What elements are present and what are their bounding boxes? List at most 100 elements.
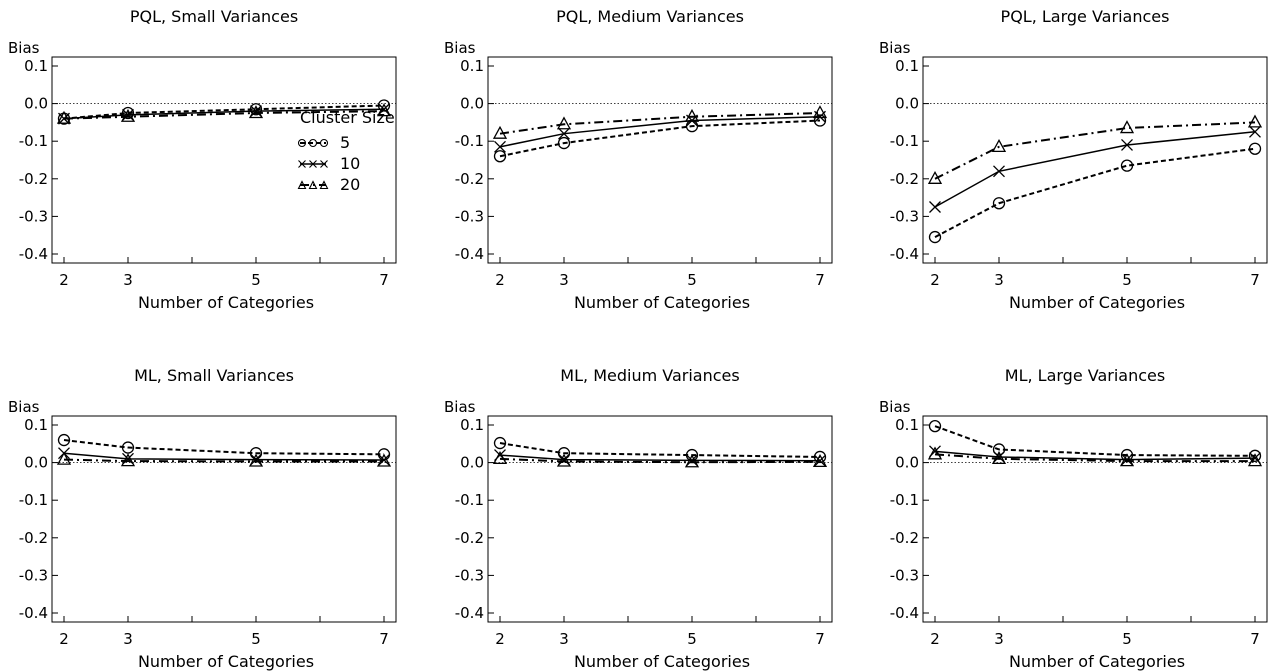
x-tick-label: 2 [495,630,505,648]
x-tick-label: 5 [251,271,261,289]
y-tick-label: -0.3 [19,566,48,584]
x-axis-label: Number of Categories [574,652,750,671]
x-tick-label: 7 [1250,271,1260,289]
y-tick-label: 0.1 [895,57,919,75]
legend: Cluster Size 5 10 20 [297,108,395,194]
data-point [556,453,572,467]
y-tick-label: -0.1 [19,491,48,509]
data-point [376,453,392,467]
series-line [934,131,1256,208]
legend-marker [298,160,306,168]
data-point [992,443,1006,456]
plot-frame [487,415,833,623]
y-tick-label: 0.0 [460,95,484,113]
chart-title: ML, Large Variances [1005,366,1165,385]
data-point [927,446,943,460]
data-point [927,170,943,184]
data-point [1247,114,1263,128]
series-line [63,458,384,463]
data-point [558,127,570,140]
series-line [63,104,385,120]
legend-label: 10 [340,154,360,173]
data-point [686,454,698,467]
legend-marker [319,138,329,148]
data-point [248,105,264,119]
data-point [1121,139,1133,151]
data-point [993,451,1005,463]
data-point [1248,449,1262,462]
y-tick-label: 0.1 [895,416,919,434]
chart-title: PQL, Small Variances [130,7,298,26]
x-tick-label: 3 [123,271,133,289]
y-tick-label: 0.1 [24,416,48,434]
y-tick-label: 0.1 [460,416,484,434]
x-tick-label: 3 [559,271,569,289]
x-axis-label: Number of Categories [138,652,314,671]
data-point [248,453,264,467]
y-tick-label: -0.2 [455,170,484,188]
chart-title: ML, Medium Variances [560,366,739,385]
legend-label: 20 [340,175,360,194]
y-tick-label: -0.1 [890,491,919,509]
y-tick-label: -0.4 [19,245,48,263]
y-tick-label: -0.4 [890,245,919,263]
y-tick-label: -0.3 [455,207,484,225]
legend-marker [297,138,307,148]
data-point [250,105,262,118]
data-point [250,453,262,466]
y-tick-label: -0.1 [890,132,919,150]
y-tick-label: -0.1 [19,132,48,150]
x-tick-label: 3 [123,630,133,648]
series-line [499,116,821,148]
x-tick-label: 3 [994,271,1004,289]
y-tick-label: 0.0 [895,454,919,472]
data-point [684,454,700,468]
x-tick-label: 3 [994,630,1004,648]
data-point [1249,125,1261,138]
data-point [814,454,826,467]
legend-marker [297,180,307,190]
legend-title: Cluster Size [300,108,395,127]
chart-title: ML, Small Variances [134,366,294,385]
data-point [1119,120,1135,134]
data-point [1247,453,1263,467]
data-point [993,165,1005,178]
data-point [120,108,136,122]
series-line [499,457,821,464]
data-point [493,150,507,163]
y-tick-label: 0.0 [24,95,48,113]
series-line [934,450,1256,461]
chart-title: PQL, Large Variances [1001,7,1170,26]
data-point [378,454,390,466]
legend-marker [309,160,317,168]
plot-frame [487,56,833,264]
x-tick-label: 7 [815,271,825,289]
data-point [684,108,700,122]
series-line [934,147,1256,238]
data-point [56,110,72,124]
series-line [499,119,821,158]
legend-marker [308,138,318,148]
y-tick-label: 0.0 [895,95,919,113]
data-point [57,433,71,447]
series-line [63,452,385,461]
data-point [558,453,570,466]
data-point [376,103,392,117]
y-tick-label: -0.3 [19,207,48,225]
series-line [934,453,1255,463]
y-tick-label: -0.4 [455,604,484,622]
series-line [499,112,821,135]
data-point [493,436,507,450]
x-tick-label: 5 [687,271,697,289]
data-point [121,106,135,120]
y-axis-label: Bias [879,398,911,416]
chart-title: PQL, Medium Variances [556,7,744,26]
data-point [813,450,827,464]
series-line [63,110,385,120]
y-tick-label: -0.2 [455,529,484,547]
legend-label: 5 [340,133,350,152]
